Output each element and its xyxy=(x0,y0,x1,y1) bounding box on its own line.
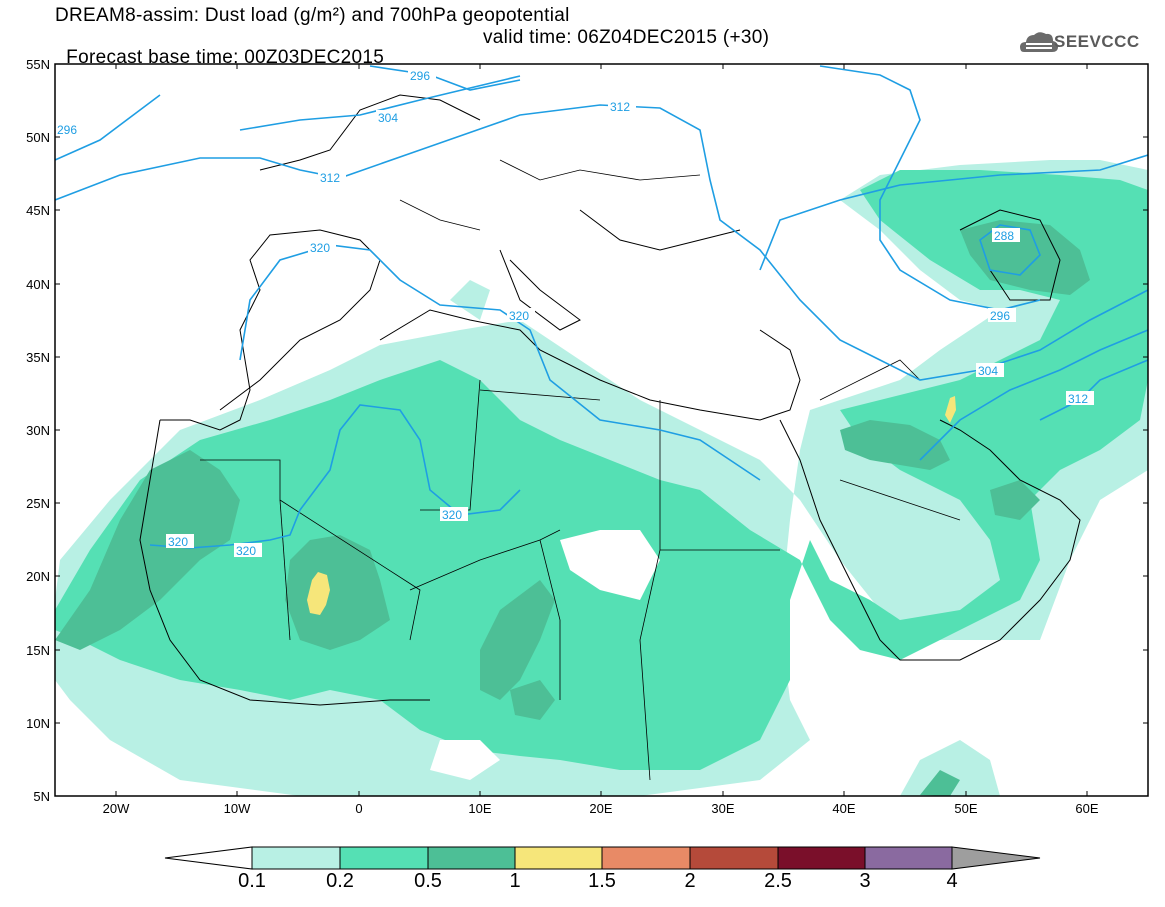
svg-text:304: 304 xyxy=(378,111,398,125)
valid-time-label: valid time: 06Z04DEC2015 (+30) xyxy=(483,27,770,48)
colorbar-bin-7 xyxy=(864,846,953,870)
colorbar-bin-3 xyxy=(514,846,603,870)
lat-label: 40N xyxy=(26,277,50,292)
svg-text:312: 312 xyxy=(320,171,340,185)
dust-level-high xyxy=(307,396,956,615)
lat-label: 20N xyxy=(26,569,50,584)
lat-label: 30N xyxy=(26,423,50,438)
coastlines xyxy=(139,94,1081,706)
lat-label: 35N xyxy=(26,350,50,365)
svg-text:304: 304 xyxy=(978,364,998,378)
svg-text:320: 320 xyxy=(236,544,256,558)
cloud-icon xyxy=(1020,32,1058,52)
colorbar-label: 1 xyxy=(509,870,521,892)
lon-label: 20W xyxy=(102,801,130,816)
lon-label: 40E xyxy=(832,801,856,816)
lat-label: 25N xyxy=(26,496,50,511)
geopotential-contours xyxy=(55,65,1148,549)
colorbar-label: 4 xyxy=(946,870,958,892)
svg-text:320: 320 xyxy=(310,241,330,255)
svg-text:296: 296 xyxy=(57,123,77,137)
svg-text:320: 320 xyxy=(509,309,529,323)
colorbar-label: 2 xyxy=(684,870,696,892)
dust-free-gaps xyxy=(430,530,660,780)
colorbar-bin-6 xyxy=(777,846,866,870)
colorbar-label: 0.2 xyxy=(326,870,354,892)
seevccc-logo-text: SEEVCCC xyxy=(1054,32,1140,51)
base-time-label: Forecast base time: 00Z03DEC2015 xyxy=(66,47,385,68)
svg-text:288: 288 xyxy=(994,229,1014,243)
colorbar-label: 2.5 xyxy=(764,870,792,892)
colorbar-bin-1 xyxy=(339,846,429,870)
colorbar-bin-0 xyxy=(251,846,341,870)
lon-label: 0 xyxy=(355,801,363,816)
lon-label: 30E xyxy=(711,801,735,816)
colorbar-label: 0.5 xyxy=(414,870,442,892)
colorbar-over xyxy=(951,846,1041,870)
colorbar-bin-5 xyxy=(689,846,779,870)
axis-ticks xyxy=(55,64,1148,796)
lat-label: 5N xyxy=(33,789,50,804)
svg-text:312: 312 xyxy=(1068,392,1088,406)
colorbar xyxy=(164,846,1041,870)
lat-label: 45N xyxy=(26,203,50,218)
colorbar-bin-2 xyxy=(427,846,516,870)
contour-labels: 296 296 304 312 312 320 320 320 320 320 … xyxy=(55,68,1094,558)
colorbar-label: 1.5 xyxy=(588,870,616,892)
lon-label: 20E xyxy=(589,801,613,816)
lat-label: 15N xyxy=(26,643,50,658)
lat-label: 50N xyxy=(26,130,50,145)
svg-text:296: 296 xyxy=(990,309,1010,323)
colorbar-label: 0.1 xyxy=(238,870,266,892)
map-title: DREAM8-assim: Dust load (g/m²) and 700hP… xyxy=(55,5,570,26)
country-borders xyxy=(200,159,961,781)
colorbar-label: 3 xyxy=(859,870,871,892)
lat-label: 10N xyxy=(26,716,50,731)
svg-text:320: 320 xyxy=(442,508,462,522)
svg-text:296: 296 xyxy=(410,69,430,83)
lat-label: 55N xyxy=(26,57,50,72)
lon-label: 10E xyxy=(468,801,492,816)
lon-label: 10W xyxy=(223,801,251,816)
svg-text:320: 320 xyxy=(168,535,188,549)
colorbar-bin-4 xyxy=(601,846,691,870)
svg-text:312: 312 xyxy=(610,100,630,114)
lon-label: 60E xyxy=(1075,801,1099,816)
colorbar-under xyxy=(164,846,253,870)
lon-label: 50E xyxy=(954,801,978,816)
forecast-times: Forecast base time: 00Z03DEC2015 valid t… xyxy=(55,28,769,88)
